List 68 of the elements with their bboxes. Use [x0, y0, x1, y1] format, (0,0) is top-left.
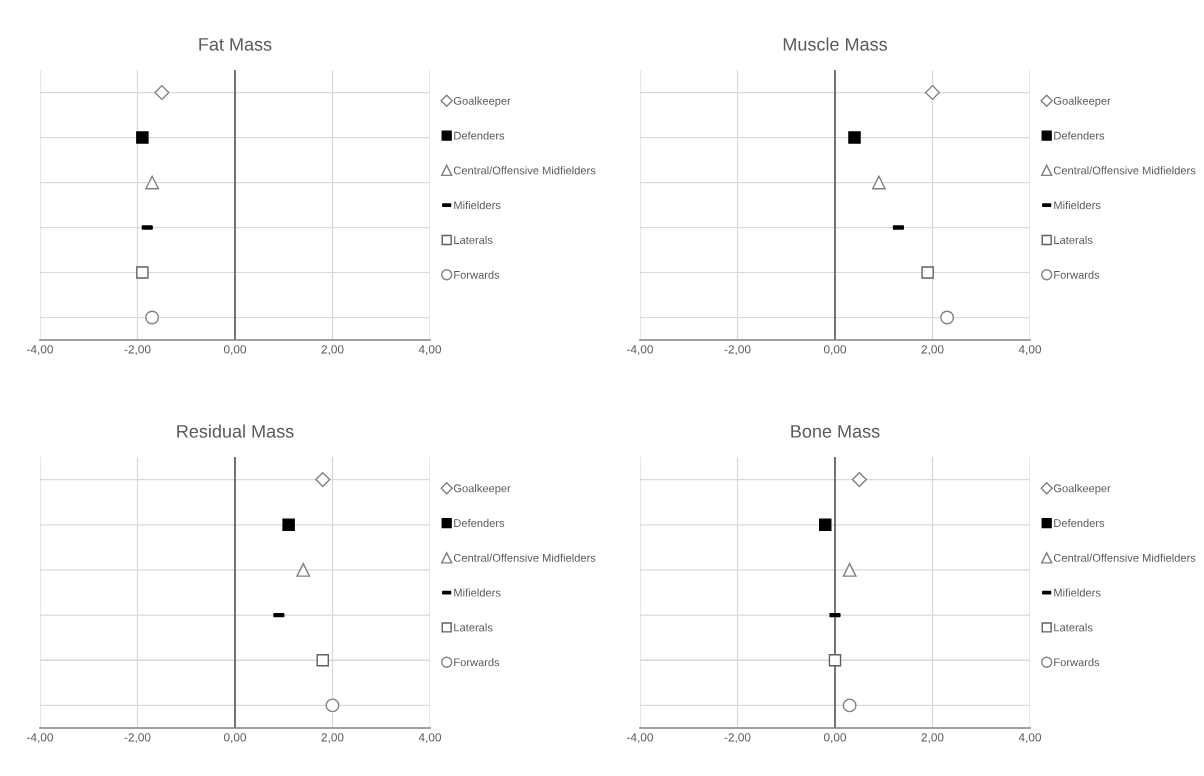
x-tick-label: 0,00: [223, 733, 247, 743]
x-tick-label: 2,00: [921, 733, 944, 743]
x-tick-label: -2,00: [124, 733, 151, 743]
x-tick-label: 4,00: [1018, 345, 1042, 355]
x-tick-label: 4,00: [418, 345, 442, 355]
legend-label: Forwards: [1054, 658, 1100, 667]
point: [296, 562, 311, 577]
legend-label: Defenders: [1054, 518, 1105, 528]
x-tick-label: -2,00: [124, 345, 151, 355]
x-tick-label: 0,00: [223, 345, 247, 355]
legend-label: Forwards: [454, 270, 500, 279]
x-tick-label: -4,00: [627, 733, 653, 743]
point: [842, 562, 857, 577]
legend-label: Laterals: [1054, 235, 1093, 244]
chart-title: Fat Mass: [199, 38, 272, 51]
legend-label: Laterals: [454, 623, 493, 632]
point: [871, 175, 886, 190]
legend-label: Laterals: [454, 235, 493, 244]
point: [145, 175, 160, 190]
point: [325, 698, 340, 713]
point: [851, 472, 867, 488]
x-tick-label: 2,00: [921, 345, 944, 355]
legend-label: Defenders: [1054, 131, 1105, 140]
legend-label: Central/Offensive Midfielders: [1053, 166, 1196, 175]
legend-label: Goalkeeper: [453, 96, 511, 107]
x-tick-label: 4,00: [418, 733, 442, 743]
legend-label: Goalkeeper: [1053, 96, 1111, 107]
legend-label: Mifielders: [454, 201, 501, 210]
point: [316, 653, 330, 667]
x-tick-label: -4,00: [27, 345, 53, 355]
point: [842, 698, 857, 713]
legend-label: Forwards: [454, 658, 500, 667]
legend-label: Central/Offensive Midfielders: [1053, 553, 1196, 562]
chart-title: Residual Mass: [177, 424, 294, 438]
point: [154, 84, 170, 101]
x-tick-label: -4,00: [627, 345, 653, 355]
legend-label: Forwards: [1054, 270, 1100, 279]
point: [818, 518, 832, 532]
point: [136, 266, 149, 279]
point: [848, 131, 861, 144]
x-tick-label: 2,00: [321, 345, 344, 355]
point: [924, 84, 941, 101]
x-tick-label: -4,00: [27, 733, 53, 743]
legend-label: Mifielders: [1054, 201, 1101, 210]
point: [940, 310, 955, 325]
chart-title: Muscle Mass: [783, 37, 888, 51]
point: [828, 653, 842, 667]
legend-label: Mifielders: [454, 588, 501, 597]
chart-title: Bone Mass: [791, 425, 880, 438]
point: [921, 266, 934, 279]
point: [282, 518, 295, 532]
legend-label: Goalkeeper: [453, 484, 511, 495]
legend-label: Defenders: [454, 131, 505, 140]
legend-label: Laterals: [1054, 623, 1093, 632]
x-tick-label: 0,00: [823, 733, 847, 743]
legend-label: Central/Offensive Midfielders: [453, 553, 596, 562]
x-tick-label: 4,00: [1018, 733, 1042, 743]
legend-label: Defenders: [454, 518, 505, 528]
x-tick-label: -2,00: [724, 345, 751, 355]
x-tick-label: 0,00: [823, 345, 847, 355]
legend-label: Mifielders: [1054, 588, 1101, 597]
point: [136, 131, 149, 144]
point: [315, 472, 331, 488]
legend-label: Central/Offensive Midfielders: [453, 166, 596, 175]
legend-label: Goalkeeper: [1053, 484, 1111, 495]
x-tick-label: 2,00: [321, 733, 344, 743]
x-tick-label: -2,00: [724, 733, 751, 743]
point: [145, 310, 160, 325]
